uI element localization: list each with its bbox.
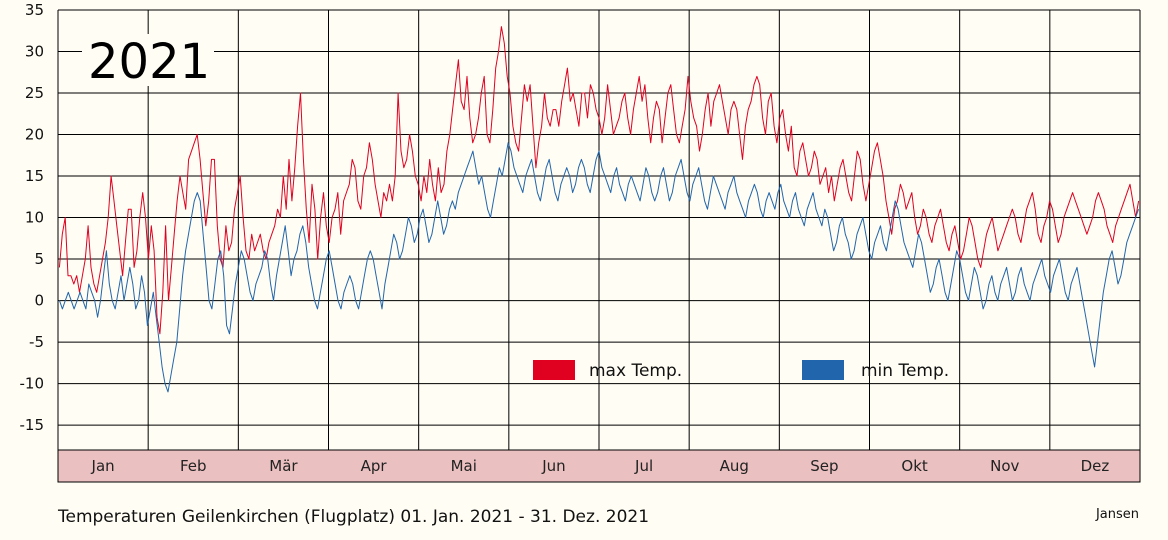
y-tick-label: 10 [25, 209, 44, 227]
y-tick-label: -5 [29, 333, 44, 351]
chart-caption: Temperaturen Geilenkirchen (Flugplatz) 0… [57, 507, 649, 527]
month-label: Jan [91, 457, 115, 475]
month-axis: Jan Feb Mär Apr Mai Jun Jul Aug Sep Okt Nov Dez [57, 449, 1141, 483]
month-label: Sep [810, 457, 838, 475]
legend: max Temp. min Temp. [533, 360, 949, 381]
month-label: Okt [901, 457, 927, 475]
legend-label-min: min Temp. [861, 361, 949, 381]
series-line-max [58, 26, 1140, 335]
month-label: Aug [720, 457, 749, 475]
legend-label-max: max Temp. [589, 361, 682, 381]
month-label: Nov [990, 457, 1019, 475]
month-label: Apr [361, 457, 388, 475]
y-tick-label: 30 [25, 43, 44, 61]
y-tick-label: 0 [34, 292, 44, 310]
legend-swatch-min [802, 360, 844, 380]
y-tick-label: -15 [20, 416, 45, 434]
legend-swatch-max [533, 360, 575, 380]
month-label: Feb [180, 457, 207, 475]
month-label: Mai [451, 457, 477, 475]
year-label: 2021 [88, 34, 210, 90]
y-axis-ticks: 35 30 25 20 15 10 5 0 -5 -10 -15 [20, 1, 45, 434]
month-label: Mär [269, 457, 298, 475]
y-tick-label: 15 [25, 167, 44, 185]
y-tick-label: 35 [25, 1, 44, 19]
y-tick-label: 25 [25, 84, 44, 102]
month-label: Dez [1081, 457, 1110, 475]
author-credit: Jansen [1095, 507, 1139, 522]
series-lines [58, 26, 1140, 393]
year-label-bg [82, 34, 214, 86]
y-tick-label: 20 [25, 126, 44, 144]
month-label: Jun [541, 457, 565, 475]
month-label: Jul [634, 457, 653, 475]
month-band [57, 449, 1141, 483]
y-tick-label: -10 [20, 375, 45, 393]
series-line-min [59, 142, 1139, 393]
grid [57, 9, 1141, 482]
y-tick-label: 5 [34, 250, 44, 268]
